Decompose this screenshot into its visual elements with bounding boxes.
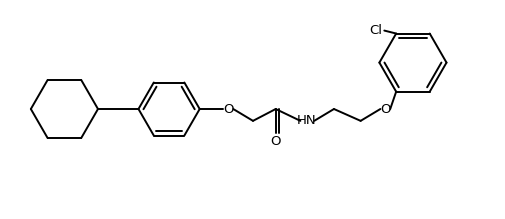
Text: HN: HN [296,114,316,127]
Text: O: O [223,102,233,115]
Text: O: O [379,102,390,115]
Text: O: O [270,135,280,148]
Text: Cl: Cl [369,24,382,37]
